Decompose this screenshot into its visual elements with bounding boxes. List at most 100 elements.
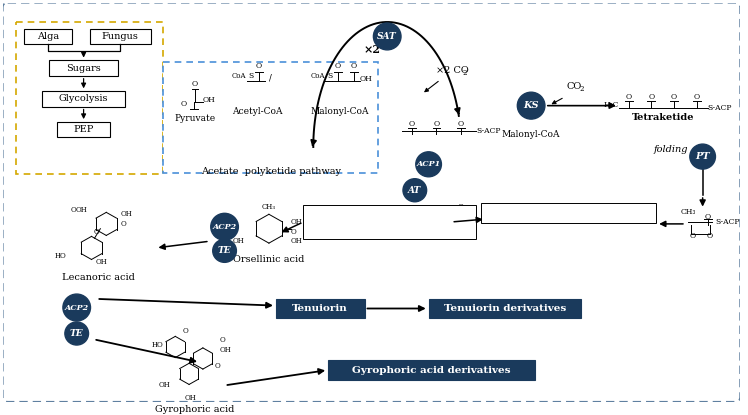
Text: OH: OH [233,237,245,245]
Text: O: O [458,203,465,212]
FancyBboxPatch shape [16,22,164,174]
Text: 2: 2 [580,85,584,93]
Text: ×2: ×2 [364,44,381,55]
FancyBboxPatch shape [49,61,118,76]
Text: PEP: PEP [73,125,94,134]
Text: ×2 CO: ×2 CO [437,66,469,75]
FancyBboxPatch shape [481,203,656,223]
Text: CH₃: CH₃ [680,208,696,216]
Text: O: O [291,227,296,235]
Text: S-ACP: S-ACP [715,218,740,226]
Text: H₃C: H₃C [604,100,619,109]
Text: HO: HO [440,208,453,216]
Circle shape [416,152,441,177]
Text: PT: PT [696,152,710,161]
Text: S: S [328,72,333,80]
Text: 2–7 aldol condensation: 2–7 aldol condensation [512,208,625,217]
Circle shape [212,239,236,262]
Text: Gyrophoric acid derivatives: Gyrophoric acid derivatives [352,366,511,374]
Text: CoA: CoA [311,72,325,80]
Text: O: O [192,81,198,88]
Text: AT: AT [408,186,421,195]
Text: O: O [335,62,341,70]
Circle shape [373,23,401,50]
Text: OH: OH [121,210,133,218]
Text: OH: OH [291,237,302,245]
Text: HO: HO [55,251,67,259]
Text: OH: OH [203,96,215,104]
Text: O: O [671,93,677,101]
Text: ACP2: ACP2 [212,223,236,231]
Text: O: O [693,93,700,101]
Text: Malonyl-CoA: Malonyl-CoA [310,107,370,116]
FancyBboxPatch shape [276,299,364,318]
Circle shape [63,294,91,321]
Text: O: O [256,62,262,70]
FancyBboxPatch shape [25,29,72,44]
Text: S: S [248,72,254,80]
Text: Alga: Alga [37,32,59,41]
Text: Acetyl-CoA: Acetyl-CoA [232,107,282,116]
Text: Pyruvate: Pyruvate [174,114,215,123]
Text: S-ACP: S-ACP [481,213,506,221]
Text: Fungus: Fungus [102,32,138,41]
Text: Malonyl-CoA: Malonyl-CoA [502,130,560,139]
Text: thioester hydrolysis: thioester hydrolysis [344,224,435,233]
Text: CH₃: CH₃ [262,203,276,212]
Text: O: O [94,227,99,235]
Text: S-ACP: S-ACP [476,127,500,134]
FancyBboxPatch shape [164,62,378,173]
Text: O: O [121,220,127,228]
Text: OH: OH [96,258,107,266]
FancyBboxPatch shape [57,122,110,137]
Circle shape [65,322,88,345]
Text: O: O [71,206,77,215]
Text: CO: CO [567,82,582,91]
Circle shape [518,92,545,119]
Text: O: O [706,232,713,240]
Text: OH: OH [360,75,373,83]
Text: TE: TE [70,329,84,338]
Text: OH: OH [291,218,302,226]
Text: 2: 2 [462,69,467,77]
Text: O: O [468,208,474,216]
Text: Gyrophoric acid: Gyrophoric acid [156,405,235,414]
Text: /: / [269,73,272,83]
Text: Lecanoric acid: Lecanoric acid [62,273,135,282]
FancyBboxPatch shape [42,91,125,107]
Text: Tenuiorin: Tenuiorin [292,304,348,313]
Text: ACP1: ACP1 [417,160,441,168]
Text: OH: OH [220,346,231,354]
Text: Sugars: Sugars [67,63,101,73]
Text: O: O [433,120,440,128]
Text: CoA: CoA [232,72,247,80]
Text: O: O [351,62,357,70]
Text: Tenuiorin derivatives: Tenuiorin derivatives [444,304,566,313]
FancyBboxPatch shape [429,299,581,318]
Text: O: O [181,100,187,107]
Text: HO: HO [152,341,164,349]
Text: OH: OH [76,206,88,215]
Text: OH: OH [159,381,171,389]
Text: TE: TE [218,247,231,255]
Text: O: O [183,327,188,334]
FancyBboxPatch shape [90,29,150,44]
Text: O: O [705,213,711,221]
Text: S-ACP: S-ACP [708,104,732,112]
Text: O: O [409,120,415,128]
Text: Tetraketide: Tetraketide [632,113,694,122]
Text: O: O [458,120,465,128]
Text: O: O [649,93,654,101]
Text: Glycolysis: Glycolysis [59,95,108,103]
FancyBboxPatch shape [3,3,740,402]
Circle shape [211,213,239,240]
Text: O: O [625,93,632,101]
Text: dehydration   enolization: dehydration enolization [332,211,446,220]
Text: SAT: SAT [377,32,397,41]
Text: O: O [215,362,221,370]
FancyBboxPatch shape [328,360,535,380]
Text: O: O [220,336,225,344]
Text: Acetate  polyketide pathway: Acetate polyketide pathway [201,167,341,176]
Circle shape [403,179,426,202]
Text: folding: folding [654,145,688,154]
